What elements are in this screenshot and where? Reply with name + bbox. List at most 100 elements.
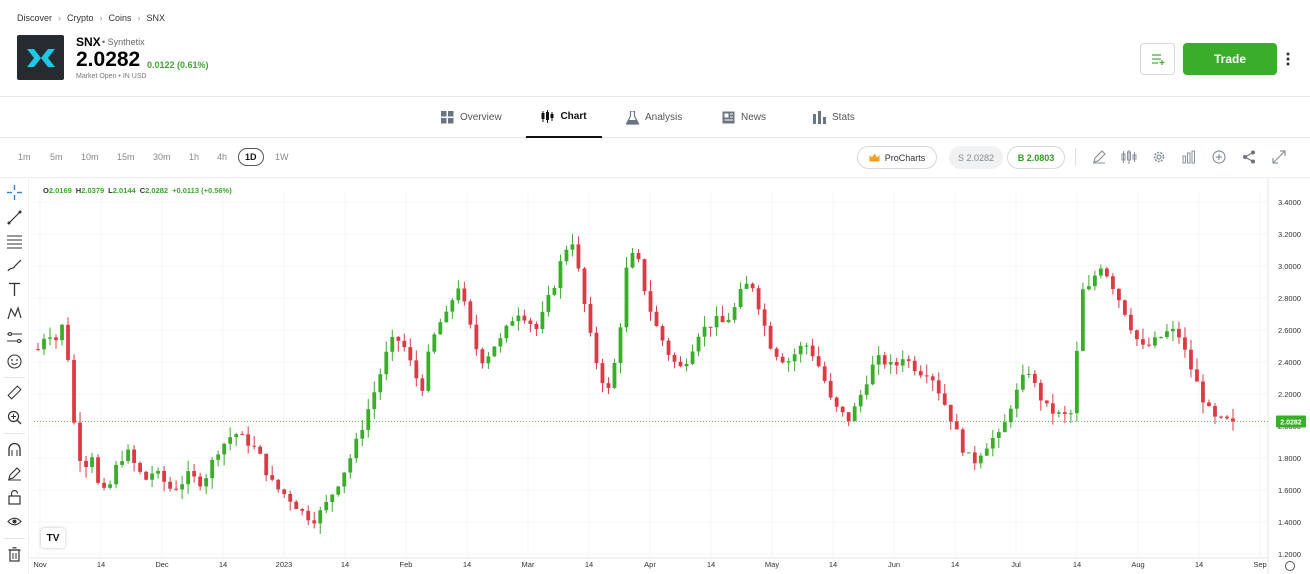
- trend-line-icon[interactable]: [6, 209, 23, 226]
- settings-gear-icon[interactable]: [1151, 149, 1167, 165]
- candle-body: [96, 457, 100, 483]
- timeframe-10m[interactable]: 10m: [81, 152, 99, 162]
- candle-body: [1014, 389, 1019, 409]
- candle-body: [90, 457, 94, 468]
- breadcrumb-crypto[interactable]: Crypto: [67, 13, 94, 23]
- ruler-icon[interactable]: [6, 384, 23, 401]
- breadcrumb: Discover › Crypto › Coins › SNX: [17, 13, 165, 23]
- draw-pencil-icon[interactable]: [1091, 149, 1107, 165]
- tab-stats-label: Stats: [832, 112, 855, 123]
- text-tool-icon[interactable]: [6, 281, 23, 298]
- tab-news-label: News: [741, 112, 767, 123]
- timeframe-15m[interactable]: 15m: [117, 152, 135, 162]
- fullscreen-icon[interactable]: [1271, 149, 1287, 165]
- tab-chart-label: Chart: [560, 111, 587, 122]
- candle-body: [360, 429, 365, 439]
- magnet-icon[interactable]: [6, 441, 23, 458]
- asset-header: Discover › Crypto › Coins › SNX SNX • Sy…: [0, 0, 1310, 97]
- candle-body: [384, 351, 389, 375]
- zoom-in-icon[interactable]: [6, 409, 23, 426]
- indicators-icon[interactable]: [1181, 149, 1197, 165]
- hide-eye-icon[interactable]: [6, 513, 23, 530]
- candle-body: [396, 336, 401, 341]
- axis-settings-icon[interactable]: [1285, 561, 1295, 571]
- timeframe-1m[interactable]: 1m: [18, 152, 31, 162]
- fib-levels-icon[interactable]: [6, 233, 23, 250]
- asset-price: 2.0282: [76, 48, 141, 71]
- candle-body: [876, 355, 881, 365]
- tab-overview[interactable]: Overview: [441, 97, 502, 138]
- asset-full-name: • Synthetix: [102, 37, 145, 47]
- candle-body: [714, 315, 719, 328]
- emoji-icon[interactable]: [6, 353, 23, 370]
- candle-body: [1008, 408, 1013, 423]
- candle-body: [480, 349, 485, 364]
- candle-body: [1195, 369, 1199, 382]
- candle-body: [1183, 337, 1187, 350]
- candle-body: [1141, 339, 1145, 345]
- lock-icon[interactable]: [6, 489, 23, 506]
- candle-body: [846, 412, 851, 422]
- x-tick-label: 14: [97, 560, 105, 569]
- y-tick-label: 2.8000: [1278, 294, 1301, 303]
- candle-body: [648, 291, 653, 312]
- candle-body: [1032, 373, 1037, 383]
- candle-body: [816, 356, 821, 367]
- tab-news[interactable]: News: [722, 97, 766, 138]
- candle-body: [684, 363, 689, 367]
- asset-tabs: Overview Chart Analysis News Stats: [0, 97, 1310, 138]
- candle-body: [1104, 268, 1109, 277]
- candle-body: [786, 361, 791, 363]
- breadcrumb-coins[interactable]: Coins: [108, 13, 132, 23]
- candle-body: [102, 482, 106, 488]
- pattern-icon[interactable]: [6, 305, 23, 322]
- candle-body: [498, 338, 503, 347]
- timeframe-1h[interactable]: 1h: [189, 152, 200, 162]
- market-status-text: Market Open: [76, 73, 117, 80]
- candle-body: [444, 311, 449, 323]
- sell-quote-button[interactable]: S 2.0282: [949, 146, 1003, 169]
- timeframe-30m[interactable]: 30m: [153, 152, 171, 162]
- trash-icon[interactable]: [6, 546, 23, 563]
- trade-button[interactable]: Trade: [1183, 43, 1277, 75]
- candle-body: [402, 340, 407, 348]
- candle-body: [1068, 413, 1073, 415]
- share-icon[interactable]: [1241, 149, 1257, 165]
- candle-body: [558, 261, 563, 288]
- timeframe-4h[interactable]: 4h: [217, 152, 228, 162]
- breadcrumb-discover[interactable]: Discover: [17, 13, 53, 23]
- add-circle-icon[interactable]: [1211, 149, 1227, 165]
- candle-body: [204, 478, 209, 487]
- y-tick-label: 2.2000: [1278, 390, 1301, 399]
- timeframe-5m[interactable]: 5m: [50, 152, 63, 162]
- keep-drawing-icon[interactable]: [6, 465, 23, 482]
- buy-quote-button[interactable]: B 2.0803: [1007, 146, 1065, 169]
- candle-body: [162, 470, 167, 482]
- brush-icon[interactable]: [6, 257, 23, 274]
- timeframe-1w[interactable]: 1W: [275, 152, 289, 162]
- procharts-button[interactable]: ProCharts: [857, 146, 937, 169]
- candle-body: [1074, 350, 1079, 414]
- candle-body: [198, 476, 203, 487]
- candle-body: [858, 394, 863, 407]
- candle-body: [852, 406, 857, 422]
- candle-body: [438, 322, 443, 335]
- price-chart[interactable]: 3.4000 3.2000 3.0000 2.8000 2.6000 2.4000 2.20…: [30, 178, 1310, 574]
- candle-body: [828, 380, 833, 398]
- crosshair-icon[interactable]: [6, 184, 23, 201]
- candle-body: [930, 376, 935, 381]
- candle-body: [840, 406, 845, 413]
- tab-stats[interactable]: Stats: [813, 97, 855, 138]
- add-to-watchlist-button[interactable]: [1140, 43, 1175, 75]
- candle-body: [882, 355, 887, 365]
- more-options-icon[interactable]: [1283, 48, 1293, 70]
- tradingview-logo-icon[interactable]: TV: [41, 528, 65, 548]
- prediction-icon[interactable]: [6, 329, 23, 346]
- chart-type-candles-icon[interactable]: [1121, 149, 1137, 165]
- tab-chart[interactable]: Chart: [526, 97, 602, 138]
- tab-analysis[interactable]: Analysis: [626, 97, 682, 138]
- y-tick-label: 2.4000: [1278, 358, 1301, 367]
- last-price-badge: [1276, 415, 1306, 428]
- candle-body: [1086, 286, 1091, 290]
- timeframe-1d[interactable]: 1D: [238, 148, 264, 166]
